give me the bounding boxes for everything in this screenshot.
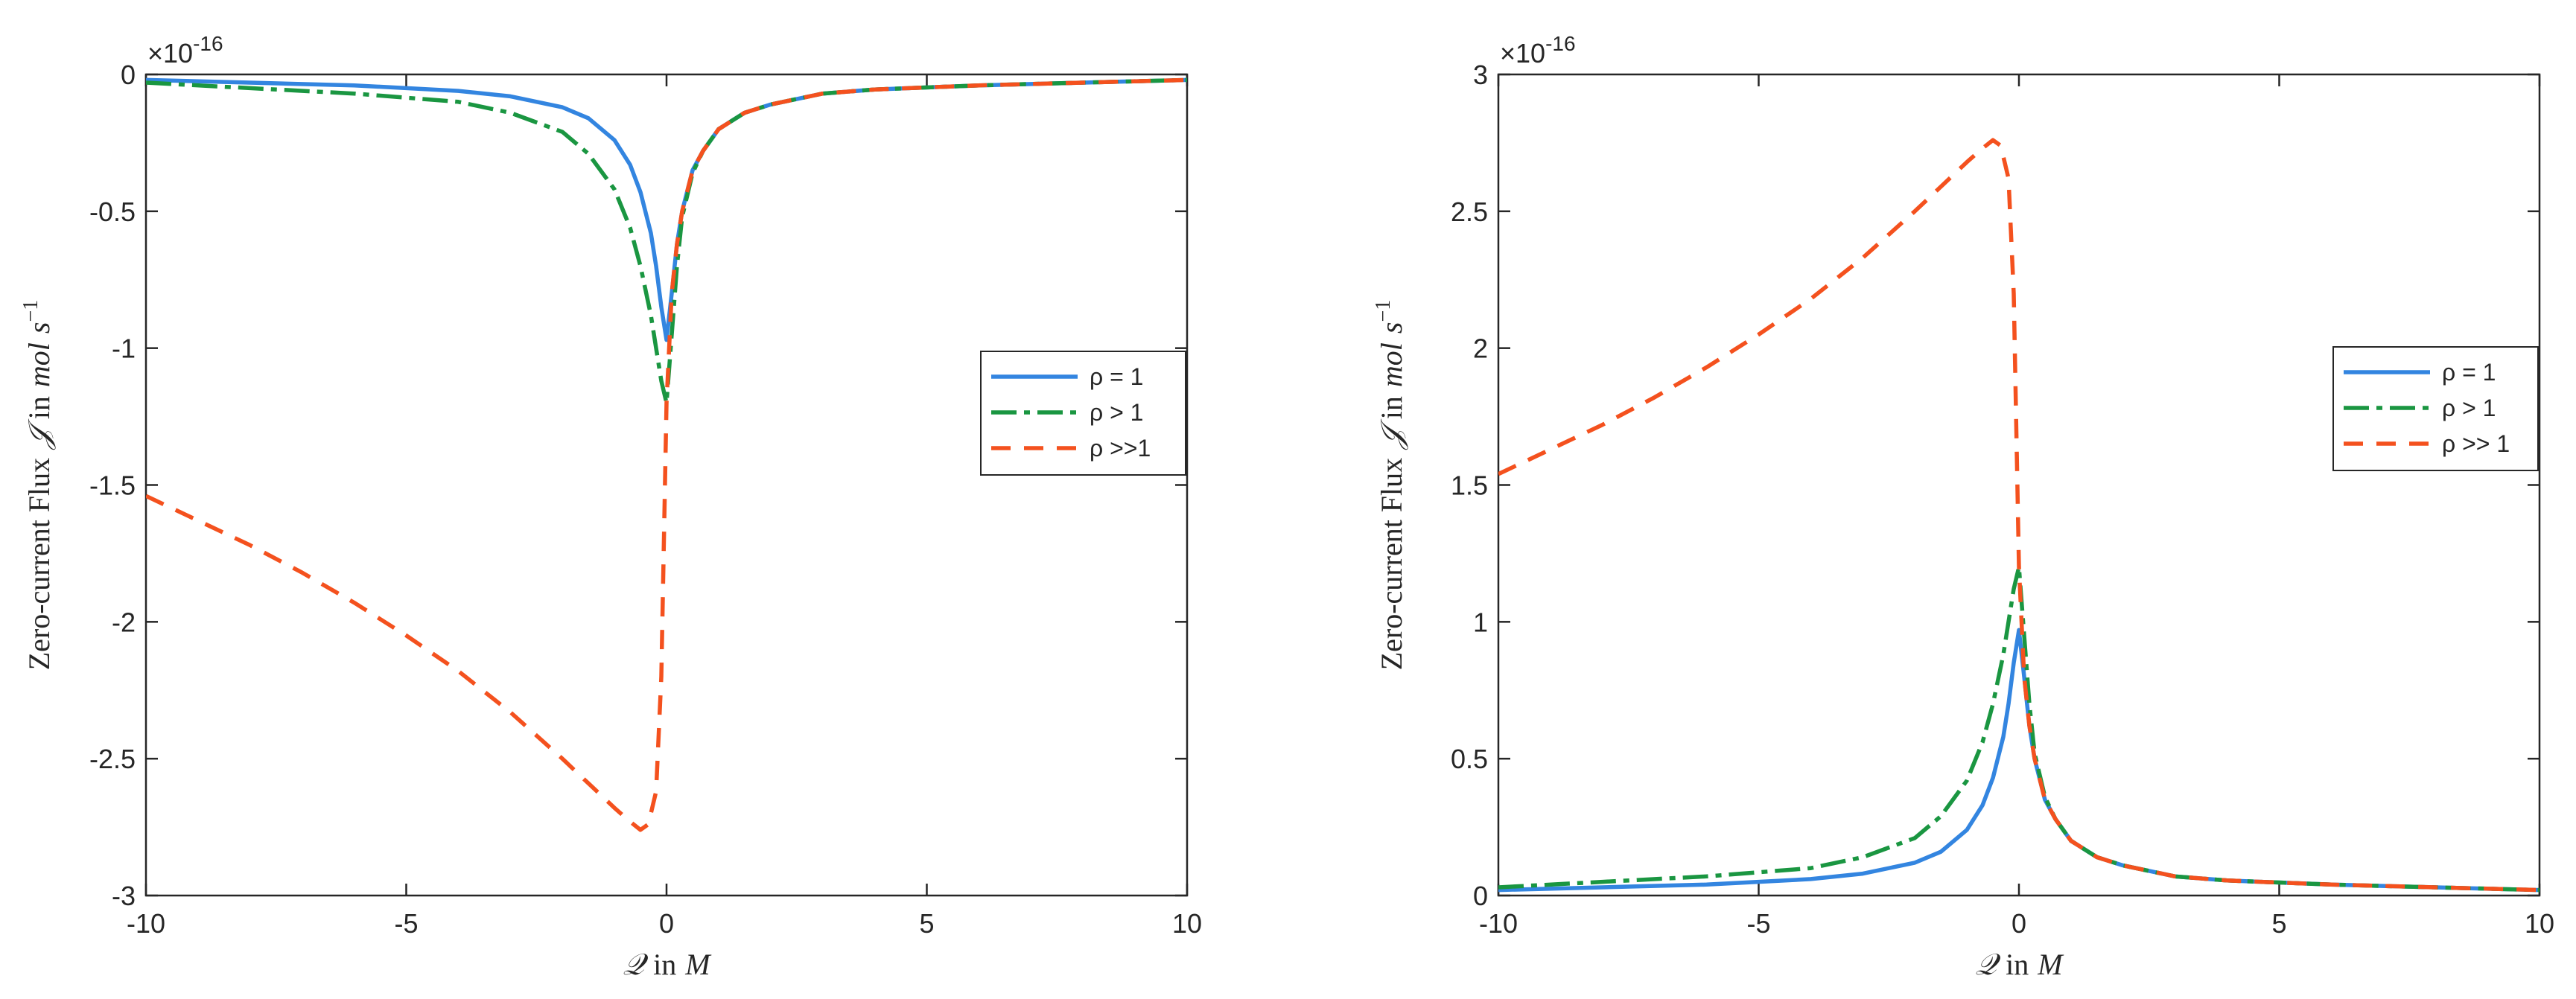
y-tick-label: 0: [1473, 881, 1488, 911]
legend: ρ = 1 ρ > 1 ρ >> 1: [2332, 346, 2539, 471]
y-axis-symbol: 𝒥: [1375, 418, 1408, 450]
y-axis-unit-exp: −1: [1372, 300, 1395, 322]
y-tick-label: -1.5: [89, 470, 136, 501]
y-exponent-base: ×10: [1500, 38, 1545, 68]
y-axis-unit-exp: −1: [19, 300, 42, 322]
legend-label-1: ρ > 1: [2442, 395, 2496, 421]
y-axis-word: in: [22, 396, 56, 419]
legend-label-2: ρ >>1: [1090, 435, 1151, 462]
y-exponent-label: ×10-16: [1500, 32, 1576, 68]
y-tick-label: -3: [112, 881, 136, 911]
series-line-2: [1498, 138, 2540, 893]
y-tick-label: 0.5: [1451, 744, 1488, 774]
y-tick-label: 3: [1473, 60, 1488, 90]
y-tick-label: 1: [1473, 607, 1488, 637]
y-axis-label: Zero-current Flux 𝒥in mol s−1: [1372, 300, 1408, 671]
x-tick-label: -10: [127, 908, 165, 939]
y-exponent-power: -16: [1545, 32, 1575, 55]
y-axis-unit-a: mol: [22, 342, 56, 387]
y-exponent-base: ×10: [147, 38, 193, 68]
x-tick-label: 0: [2011, 908, 2026, 939]
y-axis-symbol: 𝒥: [22, 418, 56, 450]
y-tick-label: 2.5: [1451, 197, 1488, 227]
y-axis-prefix: Zero-current Flux: [1375, 458, 1408, 670]
y-tick-label: 1.5: [1451, 470, 1488, 501]
legend-label-1: ρ > 1: [1090, 399, 1143, 426]
x-tick-label: 10: [2525, 908, 2554, 939]
legend-label-2: ρ >> 1: [2442, 430, 2510, 457]
y-axis-unit-b: s: [22, 322, 56, 334]
legend: ρ = 1 ρ > 1 ρ >>1: [980, 351, 1186, 476]
y-tick-label: 0: [121, 60, 136, 90]
x-tick-label: -5: [394, 908, 418, 939]
x-axis-symbol: 𝒬: [1975, 948, 2001, 981]
y-tick-label: -2.5: [89, 744, 136, 774]
x-axis-symbol: 𝒬: [623, 948, 649, 981]
y-axis-prefix: Zero-current Flux: [22, 458, 56, 670]
x-tick-label: 5: [2271, 908, 2286, 939]
legend-label-0: ρ = 1: [2442, 359, 2496, 386]
x-tick-label: 0: [659, 908, 674, 939]
x-axis-unit: M: [684, 948, 712, 981]
y-tick-label: -0.5: [89, 197, 136, 227]
chart-panel-left: -10 -5 0 5 10-3-2.5-2-1.5-1-0.50×10-16𝒬 in MZe…: [19, 32, 1202, 981]
y-tick-label: -2: [112, 607, 136, 637]
y-axis-label: Zero-current Flux 𝒥in mol s−1: [19, 300, 56, 671]
y-tick-label: 2: [1473, 333, 1488, 364]
x-axis-word: in: [2006, 948, 2029, 981]
legend-label-0: ρ = 1: [1090, 363, 1143, 390]
x-axis-unit: M: [2037, 948, 2064, 981]
x-tick-label: -5: [1746, 908, 1770, 939]
x-tick-label: 10: [1172, 908, 1202, 939]
y-axis-word: in: [1375, 396, 1408, 419]
y-tick-label: -1: [112, 333, 136, 364]
y-exponent-power: -16: [193, 32, 223, 55]
x-axis-word: in: [653, 948, 676, 981]
x-tick-label: 5: [919, 908, 934, 939]
series-line-2: [146, 77, 1187, 832]
x-tick-label: -10: [1479, 908, 1518, 939]
y-axis-unit-b: s: [1375, 322, 1408, 334]
y-exponent-label: ×10-16: [147, 32, 223, 68]
y-axis-unit-a: mol: [1375, 342, 1408, 387]
